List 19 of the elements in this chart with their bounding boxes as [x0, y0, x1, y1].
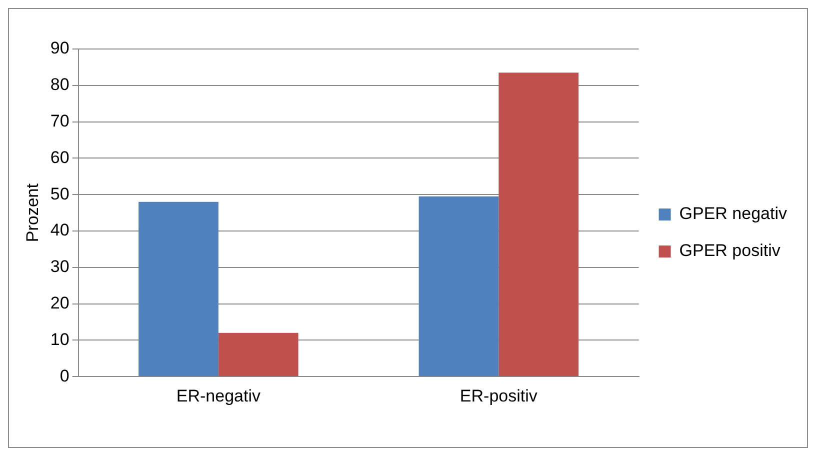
y-axis-title: Prozent: [22, 183, 42, 242]
legend-label: GPER positiv: [679, 241, 781, 260]
bar: [218, 332, 298, 376]
y-tick-label: 40: [50, 220, 70, 240]
bar: [138, 202, 218, 376]
legend-label: GPER negativ: [679, 204, 788, 224]
y-tick-label: 50: [50, 184, 70, 204]
bar: [418, 196, 499, 376]
x-tick-label: ER-negativ: [176, 386, 261, 406]
y-tick-label: 30: [50, 257, 70, 276]
y-tick-label: 80: [50, 75, 70, 94]
y-tick-label: 20: [50, 293, 70, 312]
y-tick-label: 0: [60, 366, 70, 386]
x-tick-label: ER-positiv: [460, 386, 538, 406]
y-tick-label: 10: [50, 330, 70, 349]
y-tick-label: 90: [50, 38, 70, 58]
y-tick-label: 70: [50, 111, 70, 130]
bar: [498, 72, 579, 376]
y-tick-label: 60: [50, 148, 70, 167]
